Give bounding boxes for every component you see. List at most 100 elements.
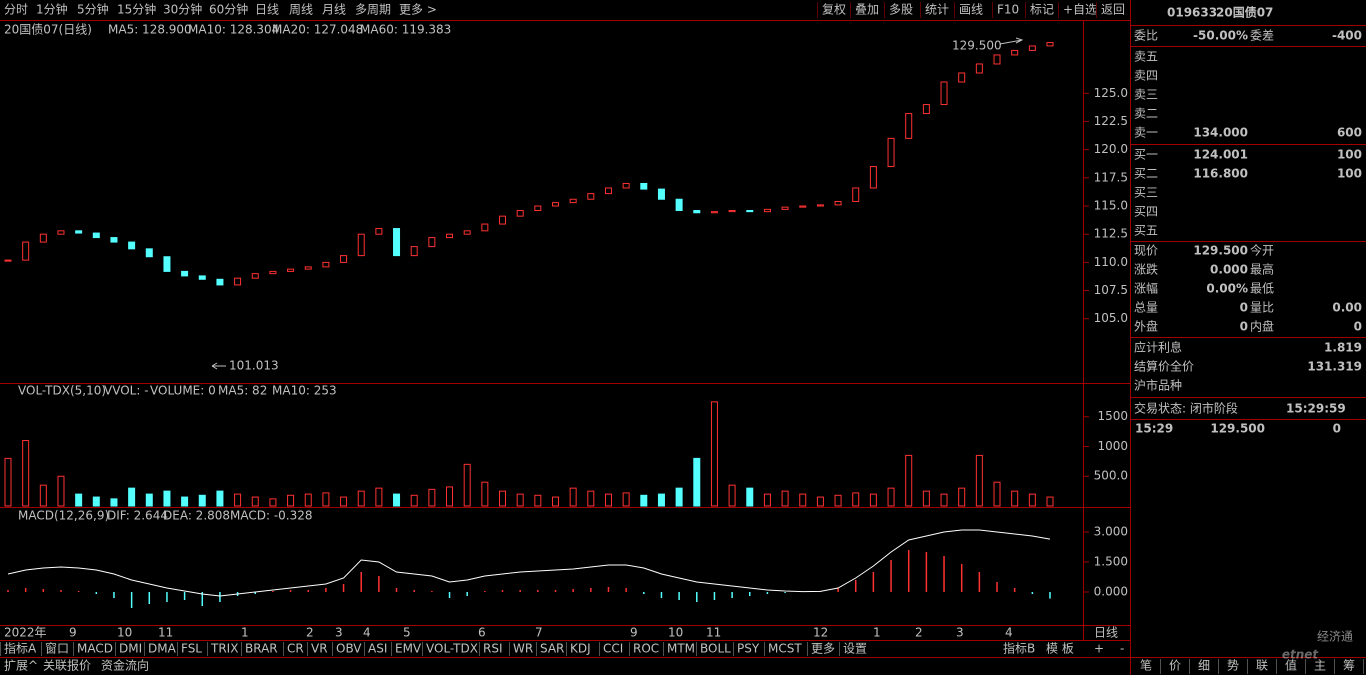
detail-tab[interactable]: 值 (1285, 658, 1297, 673)
volume-bar (534, 494, 542, 507)
tick-time: 15:29 (1135, 422, 1173, 436)
detail-tab[interactable]: 主 (1314, 659, 1326, 673)
detail-tab[interactable]: 笔 (1140, 658, 1152, 673)
y-tick-label: 3.000 (1094, 525, 1128, 539)
indicator-tab[interactable]: VOL-TDX (426, 642, 478, 656)
tool-button[interactable]: 复权 (822, 3, 846, 17)
indicator-tab[interactable]: FSL (181, 642, 202, 656)
indicator-tab[interactable]: DMI (119, 642, 142, 656)
indicator-tab[interactable]: CR (287, 642, 304, 656)
tool-button[interactable]: 标记 (1030, 3, 1054, 17)
indicator-tab[interactable]: EMV (395, 642, 422, 656)
period-tab[interactable]: 60分钟 (209, 2, 248, 17)
status-tab[interactable]: 关联报价 (43, 658, 91, 673)
date-label: 1 (873, 626, 881, 640)
indicator-tab[interactable]: WR (513, 642, 533, 656)
indicator-tab[interactable]: - (1120, 642, 1124, 656)
date-label: 2022年 (4, 626, 47, 640)
indicator-tab[interactable]: 设置 (843, 642, 867, 656)
indicator-tab[interactable]: 指标B (1003, 641, 1035, 656)
indicator-tab[interactable]: DMA (148, 642, 177, 656)
y-tick-label: 117.5 (1094, 170, 1128, 184)
indicator-tab[interactable]: ASI (368, 642, 387, 656)
quote-value: 100 (1337, 148, 1362, 162)
volume-bar (1011, 490, 1019, 507)
indicator-tab[interactable]: + (1094, 642, 1104, 656)
indicator-tab[interactable]: VR (311, 642, 328, 656)
indicator-tab[interactable]: PSY (737, 642, 760, 656)
period-tab[interactable]: 周线 (289, 3, 313, 17)
stock-code: 019633 (1167, 6, 1217, 20)
tool-button[interactable]: 多股 (889, 3, 913, 17)
volume-bar (657, 493, 665, 507)
macd-label: MACD(12,26,9) (18, 509, 109, 523)
volume-bar (728, 484, 736, 507)
high-label: 129.500 (952, 39, 1002, 53)
detail-tab[interactable]: 筹 (1343, 659, 1355, 673)
volume-bar (834, 494, 842, 507)
volume-bar (22, 440, 30, 507)
period-tab[interactable]: 5分钟 (77, 2, 109, 17)
detail-tab[interactable]: 细 (1198, 659, 1210, 673)
indicator-tab[interactable]: BOLL (700, 642, 731, 656)
date-label: 4 (1005, 626, 1013, 640)
volume-bar (763, 493, 771, 507)
volume-bar (693, 457, 701, 507)
quote-value: -400 (1332, 29, 1362, 43)
volume-bar (198, 494, 206, 507)
indicator-tab[interactable]: OBV (336, 642, 362, 656)
period-tab[interactable]: 月线 (322, 3, 346, 17)
period-tab[interactable]: 15分钟 (117, 2, 156, 17)
detail-tab[interactable]: 势 (1227, 659, 1239, 673)
period-tab[interactable]: 30分钟 (163, 2, 202, 17)
volume-bar (940, 493, 948, 507)
period-tab[interactable]: 1分钟 (36, 2, 68, 17)
indicator-tab[interactable]: 更多 (811, 642, 835, 656)
tool-button[interactable]: 叠加 (855, 3, 879, 17)
info-label: 结算价全价 (1134, 359, 1194, 374)
indicator-tab[interactable]: CCI (603, 642, 623, 656)
quote-label: 外盘 (1134, 319, 1158, 334)
indicator-tab[interactable]: TRIX (210, 642, 238, 656)
status-tab[interactable]: 扩展^ (4, 659, 38, 673)
ma-label: MA20: 127.048 (272, 23, 363, 37)
indicator-tab[interactable]: BRAR (245, 642, 278, 656)
volume-bar (216, 490, 224, 507)
candle (887, 137, 895, 168)
quote-value: 100 (1337, 167, 1362, 181)
candle (746, 210, 754, 213)
indicator-tab[interactable]: 模 板 (1046, 642, 1074, 656)
volume-label: VOLUME: 0 (150, 384, 216, 398)
indicator-tab[interactable]: MCST (768, 642, 802, 656)
indicator-tab[interactable]: RSI (483, 642, 503, 656)
tool-button[interactable]: +自选 (1063, 3, 1097, 17)
tool-button[interactable]: 画线 (959, 3, 983, 17)
indicator-tab[interactable]: 窗口 (45, 642, 69, 656)
volume-bar (57, 475, 65, 507)
indicator-tab[interactable]: ROC (633, 642, 659, 656)
volume-bar (163, 490, 171, 507)
indicator-tab[interactable]: 指标A (4, 641, 37, 656)
period-tab[interactable]: 更多 > (399, 3, 437, 17)
tool-button[interactable]: F10 (997, 3, 1019, 17)
y-tick-label: 0.000 (1094, 585, 1128, 599)
indicator-tab[interactable]: SAR (540, 642, 564, 656)
period-tab[interactable]: 日线 (255, 3, 279, 17)
indicator-tab[interactable]: MACD (77, 642, 113, 656)
indicator-tab[interactable]: MTM (667, 642, 695, 656)
status-tab[interactable]: 资金流向 (101, 658, 149, 673)
tool-button[interactable]: 统计 (925, 3, 949, 17)
volume-bar (551, 496, 559, 507)
volume-bar (622, 492, 630, 507)
tool-button[interactable]: 返回 (1101, 3, 1125, 17)
volume-bar (922, 490, 930, 507)
period-tab[interactable]: 多周期 (355, 3, 391, 17)
date-label: 11 (706, 626, 721, 640)
indicator-tab[interactable]: KDJ (570, 642, 591, 656)
detail-tab[interactable]: 联 (1256, 659, 1268, 673)
volume-bar (4, 457, 12, 507)
candle (128, 241, 136, 250)
volume-bar (269, 498, 277, 507)
detail-tab[interactable]: 价 (1169, 659, 1181, 673)
period-tab[interactable]: 分时 (4, 3, 28, 17)
